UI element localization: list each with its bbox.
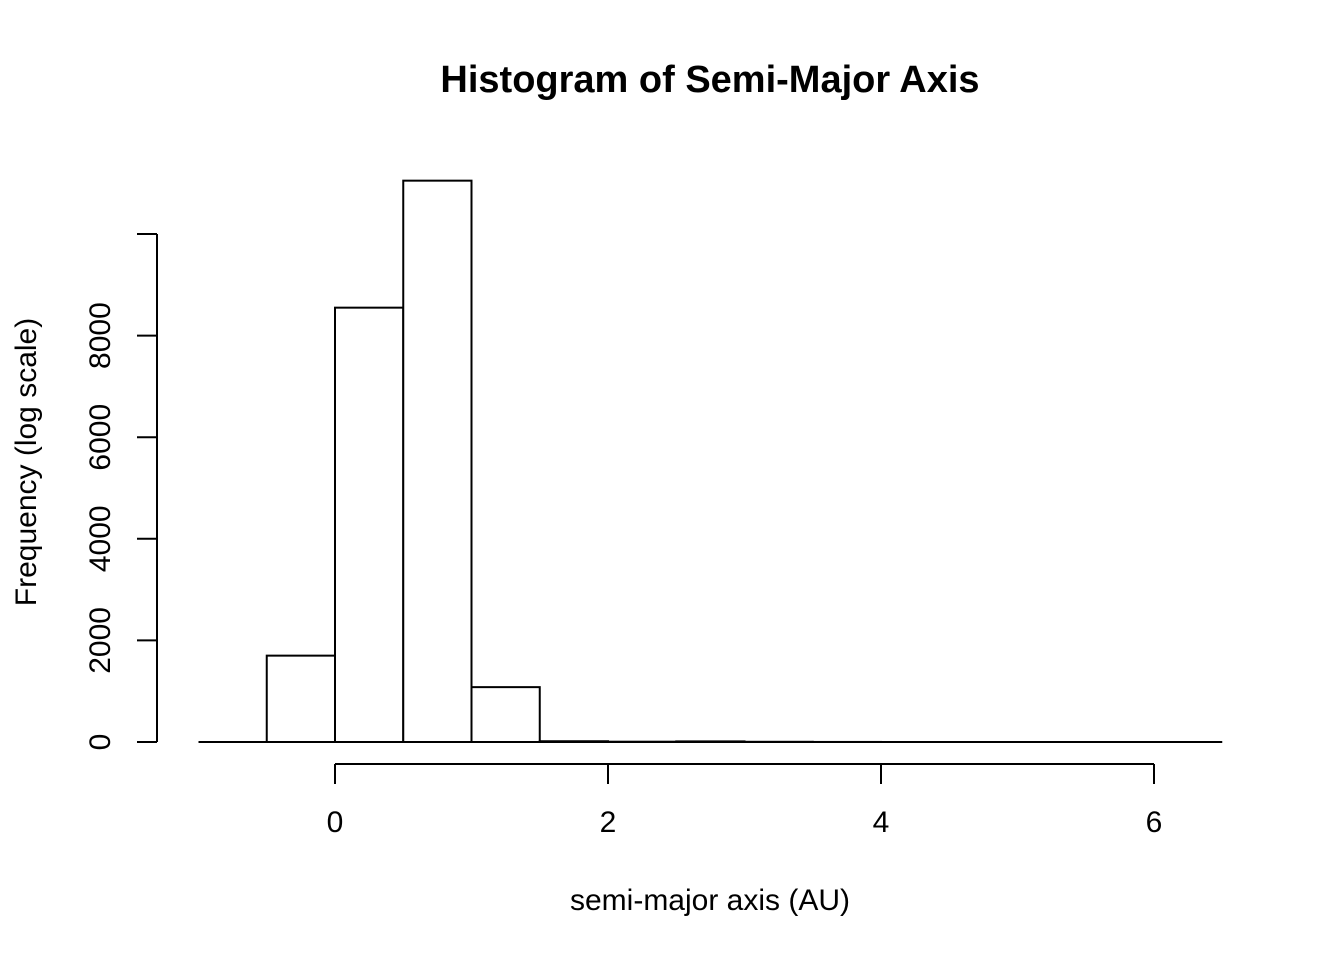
- bars-group: [265, 179, 882, 744]
- y-axis: 0 2000 4000 6000 8000: [84, 233, 158, 751]
- histogram-bar-0: [265, 654, 336, 744]
- y-tick-label-0: 0: [84, 734, 117, 751]
- histogram-bar-2: [402, 179, 473, 744]
- y-axis-label: Frequency (log scale): [10, 318, 43, 606]
- y-tick-label-2: 4000: [84, 505, 117, 572]
- y-tick-label-4: 8000: [84, 302, 117, 369]
- x-tick-label-3: 6: [1146, 806, 1163, 839]
- chart-title: Histogram of Semi-Major Axis: [440, 59, 979, 101]
- x-tick-label-1: 2: [600, 806, 617, 839]
- x-tick-label-2: 4: [873, 806, 890, 839]
- x-axis: 0 2 4 6: [327, 763, 1163, 839]
- x-axis-label: semi-major axis (AU): [570, 884, 850, 917]
- y-tick-label-1: 2000: [84, 607, 117, 674]
- x-tick-label-0: 0: [327, 806, 344, 839]
- histogram-bar-1: [334, 306, 405, 743]
- y-tick-label-3: 6000: [84, 404, 117, 471]
- histogram-bar-3: [470, 686, 541, 744]
